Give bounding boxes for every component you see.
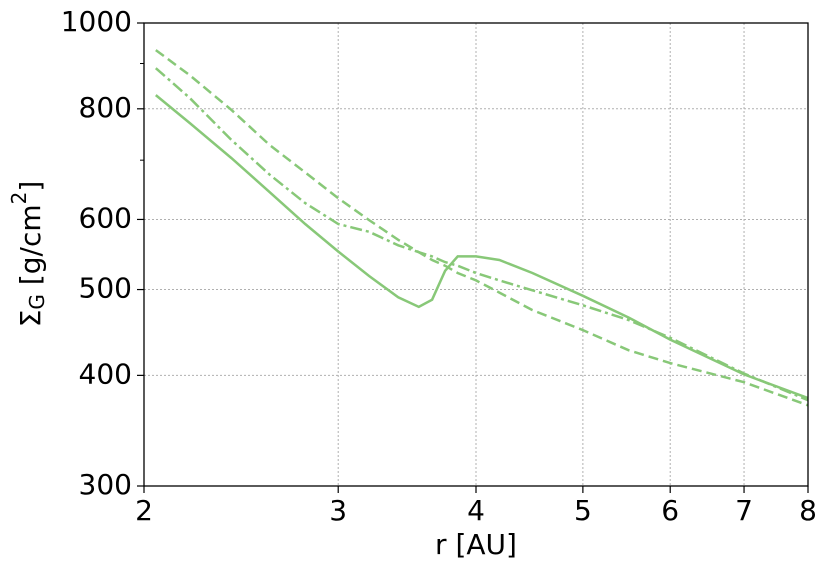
y-label-sup: 2 — [7, 192, 31, 205]
y-label-part: ] — [14, 181, 47, 192]
data-line — [154, 67, 809, 402]
y-label-part: [g/cm — [14, 204, 47, 294]
y-tick-label: 800 — [79, 91, 132, 124]
x-tick-label: 3 — [329, 494, 347, 527]
data-line — [155, 94, 809, 400]
plot-frame — [143, 22, 809, 487]
y-tick-label: 400 — [79, 357, 132, 390]
y-tick-label: 300 — [79, 468, 132, 501]
y-tick-label: 600 — [79, 201, 132, 234]
y-label-part: Σ — [14, 310, 47, 328]
y-tick-label: 1000 — [61, 5, 132, 38]
y-tick-label: 500 — [79, 272, 132, 305]
x-tick-label: 5 — [574, 494, 592, 527]
x-tick-label: 2 — [135, 494, 153, 527]
x-tick-label: 7 — [735, 494, 753, 527]
x-tick-label: 6 — [661, 494, 679, 527]
x-tick-label: 8 — [799, 494, 817, 527]
data-line — [155, 49, 809, 407]
x-tick-label: 4 — [467, 494, 485, 527]
y-label-sub: G — [25, 294, 49, 310]
y-axis-label: ΣG [g/cm2] — [7, 181, 49, 328]
x-axis-label: r [AU] — [435, 528, 517, 561]
